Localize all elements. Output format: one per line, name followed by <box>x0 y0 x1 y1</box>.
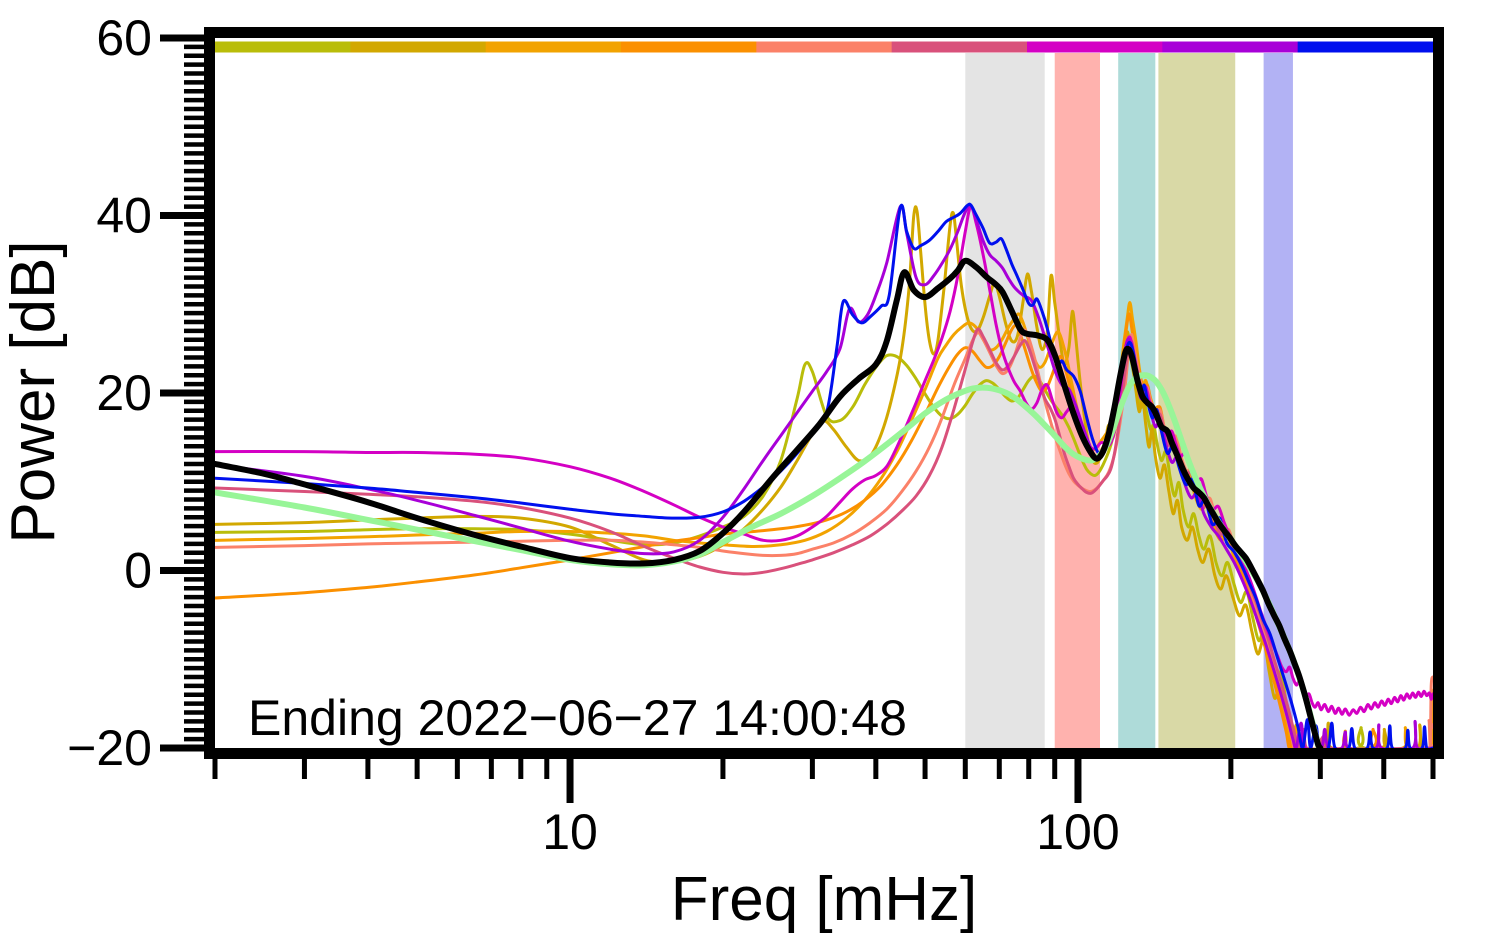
x-tick-label: 100 <box>1036 804 1119 860</box>
y-tick-label: 40 <box>96 188 152 244</box>
series-spectrum-blue <box>215 202 1433 748</box>
band-gray <box>965 53 1045 748</box>
y-tick-label: −20 <box>67 720 152 776</box>
colorbar-segment-5 <box>756 41 893 53</box>
band-pink <box>1054 53 1100 748</box>
colorbar-segment-9 <box>1297 41 1434 53</box>
colorbar-segment-4 <box>621 41 757 53</box>
y-tick-label: 0 <box>124 543 152 599</box>
colorbar-segment-6 <box>891 41 1028 53</box>
y-tick-label: 60 <box>96 10 152 66</box>
annotation-text: Ending 2022−06−27 14:00:48 <box>248 690 907 746</box>
series-current-black <box>215 257 1324 748</box>
x-axis-title: Freq [mHz] <box>671 865 978 934</box>
colorbar-segment-1 <box>215 41 351 53</box>
colorbar-segment-8 <box>1162 41 1299 53</box>
plot-frame <box>204 27 1444 759</box>
band-olive <box>1158 53 1236 748</box>
series-spectrum-gold <box>215 205 1433 748</box>
x-tick-label: 10 <box>542 804 598 860</box>
spectra-curves <box>215 202 1433 748</box>
series-spectrum-magenta <box>215 205 1433 717</box>
colorbar-segment-2 <box>350 41 487 53</box>
colorbar-segment-3 <box>485 41 622 53</box>
y-tick-label: 20 <box>96 365 152 421</box>
time-colorbar <box>215 41 1434 53</box>
y-axis-title: Power [dB] <box>0 240 68 543</box>
series-spectrum-purple <box>215 204 1433 748</box>
colorbar-segment-7 <box>1027 41 1163 53</box>
series-spectrum-salmon <box>215 328 1433 748</box>
axis-ticks <box>160 34 1436 803</box>
series-spectrum-rose <box>215 327 1433 748</box>
axis-tick-labels: 60 40 20 0 −20 10 100 <box>67 10 1120 860</box>
highlight-bands <box>965 53 1293 748</box>
